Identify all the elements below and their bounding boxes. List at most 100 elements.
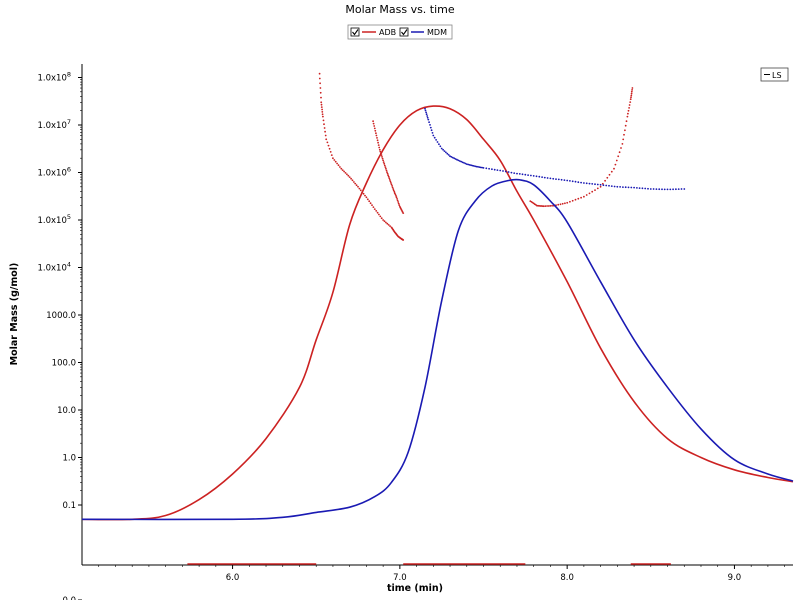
molar-mass-point-adb	[362, 192, 365, 195]
molar-mass-point-mdm	[491, 168, 493, 171]
molar-mass-point-adb	[389, 180, 392, 183]
molar-mass-point-adb	[585, 194, 588, 196]
molar-mass-point-adb	[393, 190, 396, 193]
molar-mass-point-adb	[571, 199, 574, 202]
molar-mass-point-mdm	[557, 178, 560, 181]
molar-mass-point-mdm	[435, 139, 437, 141]
molar-mass-point-mdm	[445, 151, 447, 154]
legend-label-adb: ADB	[379, 28, 396, 37]
molar-mass-point-mdm	[596, 183, 599, 186]
molar-mass-point-adb	[594, 189, 596, 192]
molar-mass-point-adb	[625, 120, 628, 123]
y-tick-label: 1.0x106	[37, 166, 71, 179]
y-tick-label: 1000.0	[46, 311, 76, 321]
molar-mass-point-mdm	[549, 177, 552, 180]
molar-mass-point-adb	[374, 129, 377, 132]
molar-mass-point-mdm	[599, 183, 602, 186]
molar-mass-point-mdm	[433, 136, 436, 139]
molar-mass-point-adb	[358, 187, 361, 190]
molar-mass-point-adb	[628, 104, 631, 106]
molar-mass-point-mdm	[588, 182, 591, 185]
molar-mass-point-mdm	[602, 184, 605, 187]
molar-mass-point-mdm	[451, 156, 454, 159]
molar-mass-point-adb	[324, 134, 327, 137]
y-tick-label: 0.0	[62, 596, 76, 600]
molar-mass-point-adb	[334, 160, 337, 163]
molar-mass-point-adb	[327, 144, 330, 147]
molar-mass-point-adb	[330, 154, 333, 157]
molar-mass-point-adb	[627, 112, 629, 115]
molar-mass-point-adb	[628, 107, 630, 109]
molar-mass-point-adb	[551, 204, 553, 207]
molar-mass-point-adb	[382, 219, 384, 221]
molar-mass-point-adb	[319, 91, 322, 94]
y-tick-label: 1.0x107	[37, 118, 71, 131]
molar-mass-point-mdm	[647, 187, 649, 190]
molar-mass-point-mdm	[475, 165, 478, 168]
molar-mass-point-adb	[361, 191, 364, 194]
molar-mass-point-adb	[354, 182, 357, 185]
molar-mass-point-adb	[372, 122, 375, 125]
molar-mass-point-mdm	[552, 177, 555, 180]
molar-mass-point-mdm	[457, 159, 460, 162]
series-layer	[81, 72, 794, 565]
molar-mass-point-mdm	[577, 181, 580, 184]
molar-mass-point-adb	[325, 138, 328, 141]
molar-mass-point-mdm	[622, 186, 624, 189]
molar-mass-point-adb	[615, 159, 618, 162]
molar-mass-point-adb	[588, 192, 591, 195]
molar-mass-point-adb	[383, 162, 386, 165]
molar-mass-point-mdm	[513, 172, 516, 175]
molar-mass-point-mdm	[450, 156, 453, 158]
molar-mass-point-mdm	[675, 188, 677, 191]
molar-mass-point-adb	[369, 202, 372, 205]
molar-mass-point-mdm	[426, 115, 429, 117]
molar-mass-point-mdm	[636, 187, 638, 189]
molar-mass-point-adb	[626, 115, 629, 118]
molar-mass-point-mdm	[610, 185, 613, 188]
molar-mass-point-mdm	[429, 126, 432, 129]
molar-mass-point-adb	[569, 200, 571, 203]
molar-mass-point-adb	[630, 96, 632, 99]
molar-mass-point-adb	[380, 152, 382, 155]
molar-mass-point-mdm	[446, 152, 449, 155]
molar-mass-point-mdm	[524, 173, 527, 176]
molar-mass-point-mdm	[470, 164, 472, 167]
molar-mass-point-mdm	[432, 134, 435, 137]
molar-mass-point-mdm	[436, 141, 439, 143]
molar-mass-point-mdm	[661, 188, 663, 191]
molar-mass-point-adb	[388, 179, 391, 181]
molar-mass-point-adb	[372, 120, 374, 123]
molar-mass-point-adb	[372, 206, 375, 209]
molar-mass-point-adb	[320, 101, 323, 104]
molar-mass-point-mdm	[669, 188, 672, 191]
molar-mass-point-adb	[359, 189, 362, 192]
molar-mass-point-adb	[624, 124, 627, 127]
molar-mass-point-adb	[380, 217, 383, 220]
chart-title: Molar Mass vs. time	[345, 3, 455, 16]
molar-mass-point-adb	[620, 147, 622, 149]
molar-mass-point-adb	[623, 133, 625, 136]
molar-mass-point-adb	[386, 222, 389, 225]
molar-mass-point-adb	[397, 201, 400, 203]
molar-mass-point-mdm	[580, 181, 582, 184]
molar-mass-point-adb	[375, 210, 378, 212]
molar-mass-point-adb	[353, 181, 355, 183]
molar-mass-point-adb	[324, 130, 326, 133]
molar-mass-point-adb	[631, 87, 634, 89]
molar-mass-point-mdm	[481, 166, 483, 169]
molar-mass-point-adb	[340, 167, 343, 170]
molar-mass-point-adb	[377, 141, 379, 144]
legend-checkbox-adb[interactable]	[350, 27, 360, 37]
molar-mass-point-adb	[542, 205, 545, 208]
molar-mass-point-adb	[321, 108, 323, 111]
molar-mass-point-mdm	[428, 121, 430, 124]
molar-mass-point-adb	[351, 179, 354, 182]
molar-mass-point-adb	[544, 205, 547, 208]
molar-mass-point-mdm	[479, 166, 482, 169]
molar-mass-point-mdm	[440, 147, 443, 150]
molar-mass-point-adb	[561, 202, 564, 205]
legend-checkbox-mdm[interactable]	[399, 27, 409, 37]
check-icon	[401, 29, 408, 36]
